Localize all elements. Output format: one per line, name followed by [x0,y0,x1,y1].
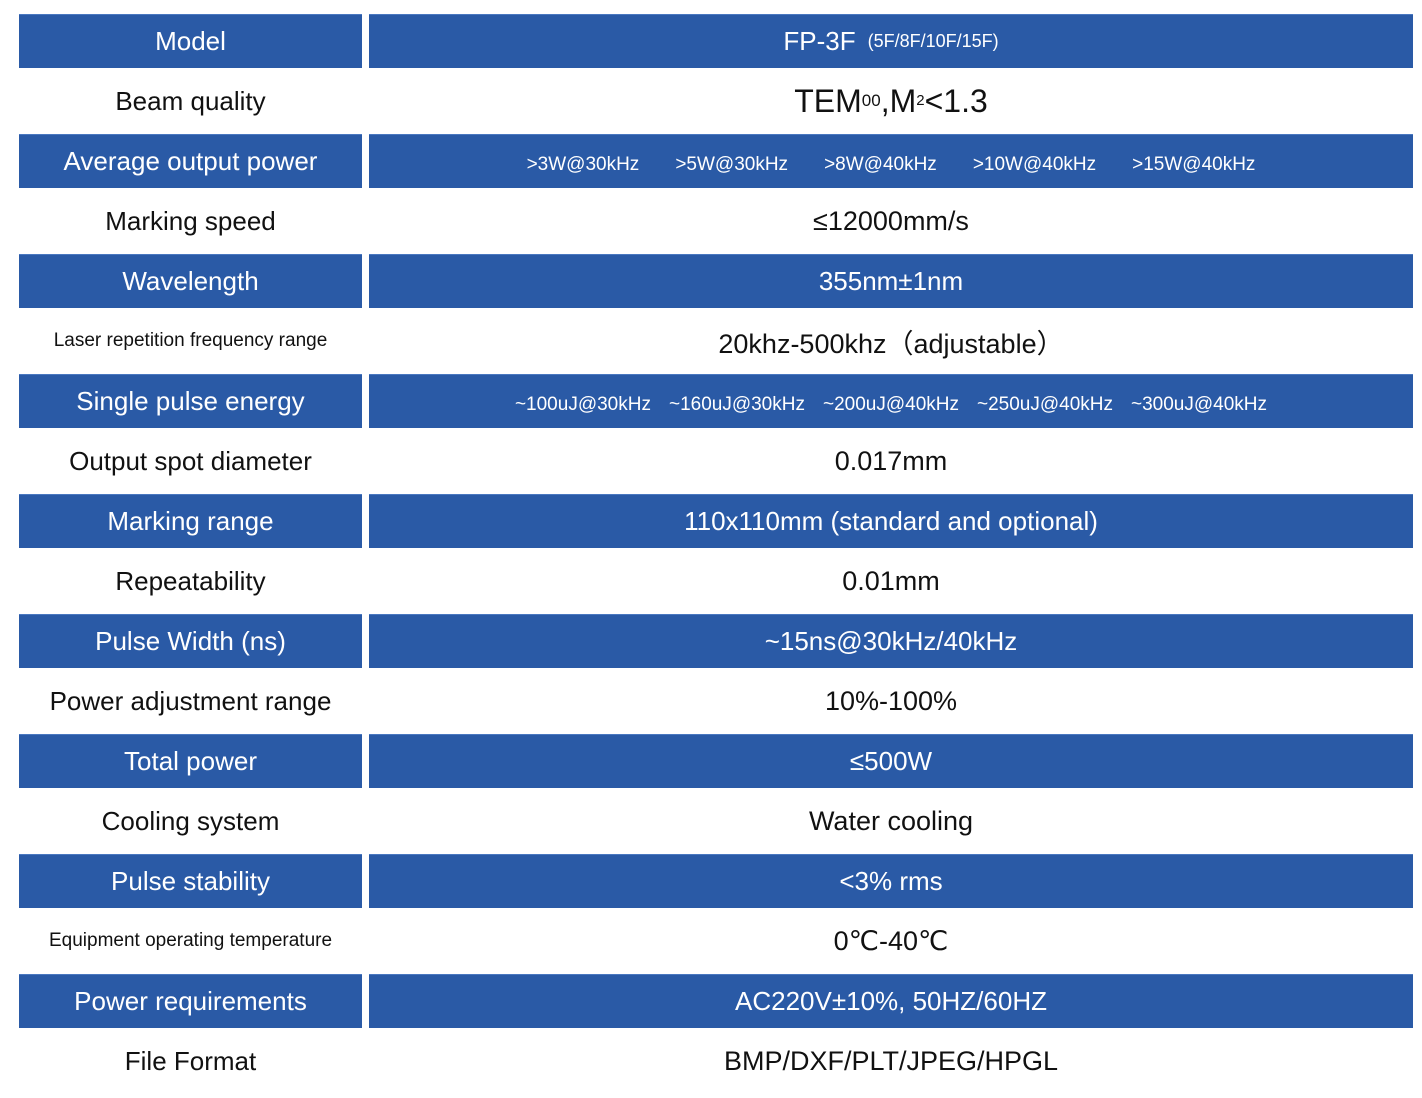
spec-value: 0.01mm [369,550,1413,612]
energy-option: ~250uJ@40kHz [977,393,1114,415]
spec-label: Equipment operating temperature [19,910,362,972]
spec-value: 110x110mm (standard and optional) [369,494,1413,548]
spec-label: File Format [19,1030,362,1092]
spec-label: Output spot diameter [19,430,362,492]
spec-row-total-power: Total power ≤500W [19,734,1413,788]
spec-label: Single pulse energy [19,374,362,428]
spec-label: Total power [19,734,362,788]
spec-label: Beam quality [19,70,362,132]
spec-value: 0.017mm [369,430,1413,492]
spec-value: BMP/DXF/PLT/JPEG/HPGL [369,1030,1413,1092]
spec-label: Repeatability [19,550,362,612]
spec-value: 20khz-500khz（adjustable） [369,310,1413,372]
spec-label: Average output power [19,134,362,188]
spec-value: 10%-100% [369,670,1413,732]
spec-row-file-format: File Format BMP/DXF/PLT/JPEG/HPGL [19,1030,1413,1092]
spec-label: Cooling system [19,790,362,852]
spec-label: Power requirements [19,974,362,1028]
spec-row-power-requirements: Power requirements AC220V±10%, 50HZ/60HZ [19,974,1413,1028]
beam-m: ,M [880,82,917,119]
spec-row-repeatability: Repeatability 0.01mm [19,550,1413,612]
spec-row-pulse-stability: Pulse stability <3% rms [19,854,1413,908]
spec-row-model: Model FP-3F (5F/8F/10F/15F) [19,14,1413,68]
power-option: >10W@40kHz [972,153,1097,175]
spec-value: TEM 00 ,M 2 <1.3 [369,70,1413,132]
power-option: >5W@30kHz [675,153,789,175]
spec-value: AC220V±10%, 50HZ/60HZ [369,974,1413,1028]
spec-row-cooling-system: Cooling system Water cooling [19,790,1413,852]
spec-label: Laser repetition frequency range [19,310,362,372]
spec-value: <3% rms [369,854,1413,908]
spec-row-wavelength: Wavelength 355nm±1nm [19,254,1413,308]
spec-row-repetition-frequency: Laser repetition frequency range 20khz-5… [19,310,1413,372]
spec-row-power-adjustment-range: Power adjustment range 10%-100% [19,670,1413,732]
spec-label: Pulse stability [19,854,362,908]
spec-row-average-output-power: Average output power >3W@30kHz >5W@30kHz… [19,134,1413,188]
power-option: >8W@40kHz [824,153,937,175]
spec-label: Wavelength [19,254,362,308]
spec-value: FP-3F (5F/8F/10F/15F) [369,14,1413,68]
spec-label: Pulse Width (ns) [19,614,362,668]
spec-value: 355nm±1nm [369,254,1413,308]
spec-value: 0℃-40℃ [369,910,1413,972]
spec-value: ~100uJ@30kHz ~160uJ@30kHz ~200uJ@40kHz ~… [369,374,1413,428]
energy-option: ~100uJ@30kHz [514,393,651,415]
spec-label: Marking range [19,494,362,548]
spec-row-marking-range: Marking range 110x110mm (standard and op… [19,494,1413,548]
spec-label: Marking speed [19,190,362,252]
model-name: FP-3F [783,26,856,56]
spec-row-marking-speed: Marking speed ≤12000mm/s [19,190,1413,252]
spec-row-beam-quality: Beam quality TEM 00 ,M 2 <1.3 [19,70,1413,132]
beam-limit: <1.3 [924,82,988,119]
energy-option: ~160uJ@30kHz [668,393,805,415]
spec-label: Model [19,14,362,68]
spec-row-single-pulse-energy: Single pulse energy ~100uJ@30kHz ~160uJ@… [19,374,1413,428]
model-variants: (5F/8F/10F/15F) [867,31,999,51]
spec-value: ~15ns@30kHz/40kHz [369,614,1413,668]
power-option: >15W@40kHz [1132,153,1256,175]
spec-row-operating-temperature: Equipment operating temperature 0℃-40℃ [19,910,1413,972]
spec-row-pulse-width: Pulse Width (ns) ~15ns@30kHz/40kHz [19,614,1413,668]
spec-row-output-spot-diameter: Output spot diameter 0.017mm [19,430,1413,492]
power-option: >3W@30kHz [526,153,640,175]
energy-option: ~300uJ@40kHz [1131,393,1268,415]
spec-value: Water cooling [369,790,1413,852]
spec-value: ≤12000mm/s [369,190,1413,252]
spec-table: Model FP-3F (5F/8F/10F/15F) Beam quality… [19,14,1413,1094]
spec-label: Power adjustment range [19,670,362,732]
energy-option: ~200uJ@40kHz [822,393,959,415]
spec-value: ≤500W [369,734,1413,788]
beam-tem: TEM [794,82,862,119]
spec-value: >3W@30kHz >5W@30kHz >8W@40kHz >10W@40kHz… [369,134,1413,188]
